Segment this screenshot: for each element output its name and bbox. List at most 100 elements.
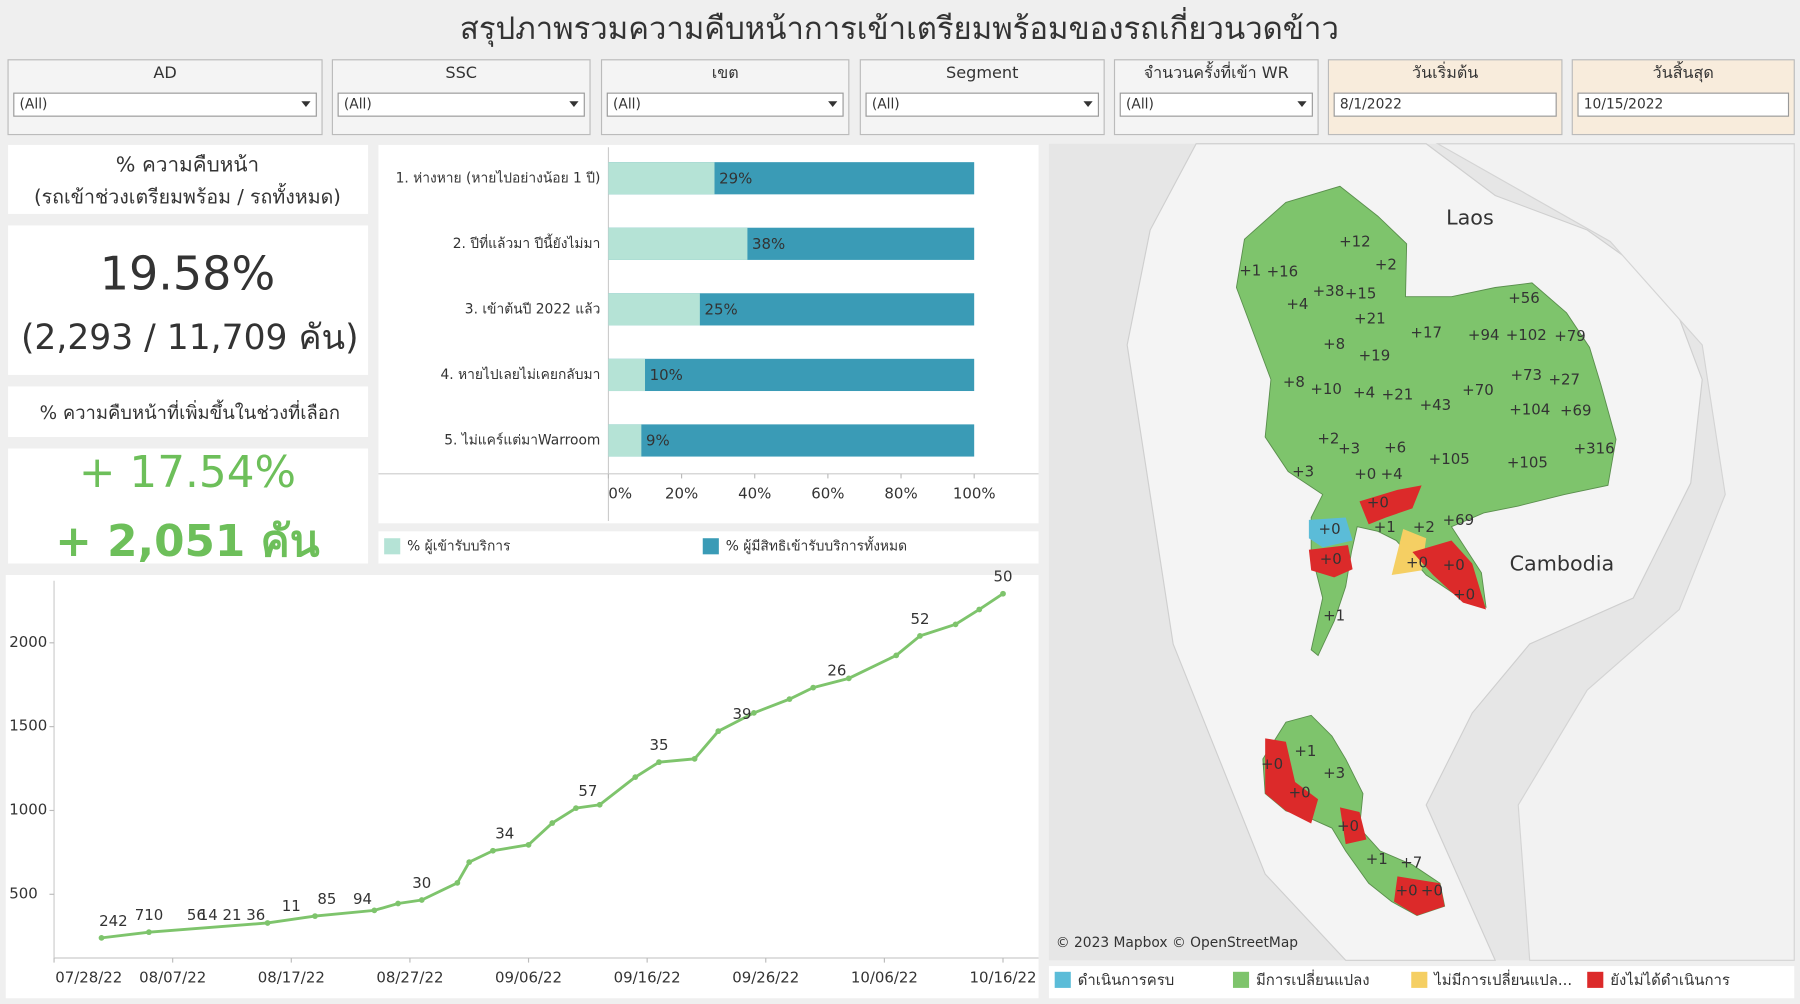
kpi-percent: 19.58% — [100, 247, 275, 301]
bar — [608, 162, 715, 195]
filter-value: (All) — [613, 97, 641, 113]
map-label: +0 — [1396, 881, 1418, 899]
point-label: 11 — [282, 897, 301, 915]
line-point — [395, 900, 401, 907]
point-label: 52 — [910, 610, 929, 628]
x-tick-label: 09/26/22 — [732, 969, 799, 987]
map-label: +15 — [1345, 284, 1377, 302]
filter-value: (All) — [872, 97, 900, 113]
point-label: 35 — [650, 736, 669, 754]
filter-input[interactable] — [1119, 92, 1313, 117]
map-label: +27 — [1548, 371, 1580, 389]
dropdown-arrow — [1083, 101, 1093, 107]
map-label: +70 — [1462, 381, 1494, 399]
map-label: +0 — [1406, 554, 1428, 572]
point-label: 34 — [495, 825, 514, 843]
x-tick-label: 09/06/22 — [495, 969, 562, 987]
line-point — [596, 801, 603, 808]
kpi-subheading: (รถเข้าช่วงเตรียมพร้อม / รถทั้งหมด) — [34, 182, 341, 208]
y-tick-label: 500 — [9, 884, 38, 902]
kpi-increase-percent: + 17.54% — [79, 447, 296, 498]
filter-value: 8/1/2022 — [1340, 97, 1402, 113]
map-region — [1359, 485, 1422, 525]
map-label: +0 — [1367, 494, 1389, 512]
map-label: +38 — [1313, 282, 1345, 300]
map-label: +8 — [1323, 335, 1345, 353]
x-tick-label: 10/16/22 — [969, 969, 1036, 987]
x-tick-label: 0% — [608, 485, 632, 503]
map-label: +0 — [1337, 817, 1359, 835]
map-label: +2 — [1317, 429, 1339, 447]
filter-input[interactable] — [337, 92, 585, 117]
point-label: 39 — [733, 705, 752, 723]
legend-label: มีการเปลี่ยนแปลง — [1256, 969, 1370, 989]
kpi-panel — [8, 448, 369, 564]
bar-value-label: 25% — [704, 301, 737, 319]
line-point — [525, 841, 532, 848]
map-region — [1308, 545, 1353, 578]
line-point — [952, 621, 959, 628]
map-label: +1 — [1239, 261, 1261, 279]
map-label: +0 — [1289, 784, 1311, 802]
filter-label: Segment — [946, 63, 1018, 82]
map-label: +0 — [1421, 881, 1443, 899]
filter-input[interactable] — [865, 92, 1099, 117]
point-label: 36 — [246, 906, 265, 924]
filter-label: SSC — [445, 63, 477, 82]
line-point — [466, 859, 473, 865]
bar — [608, 293, 700, 326]
y-tick-label: 1500 — [9, 717, 47, 735]
filter-input[interactable] — [606, 92, 844, 117]
map-label: +16 — [1267, 263, 1299, 281]
line-point — [146, 929, 152, 936]
legend-swatch — [384, 538, 401, 555]
filter-label: เขต — [712, 63, 739, 82]
map-label: +105 — [1507, 453, 1548, 471]
dropdown-arrow — [569, 101, 579, 107]
map-label: +19 — [1359, 347, 1391, 365]
map-label: +8 — [1283, 373, 1305, 391]
map-attribution: © 2023 Mapbox © OpenStreetMap — [1056, 935, 1298, 951]
map-label: +0 — [1261, 755, 1283, 773]
line-point — [573, 805, 579, 811]
kpi-counts: (2,293 / 11,709 คัน) — [21, 318, 359, 358]
filter-input[interactable] — [13, 92, 317, 117]
map-region — [1391, 529, 1427, 576]
x-tick-label: 40% — [738, 485, 771, 503]
x-tick-label: 10/06/22 — [851, 969, 918, 987]
legend-swatch — [1587, 971, 1604, 988]
dashboard-title: สรุปภาพรวมความคืบหน้าการเข้าเตรียมพร้อมข… — [460, 7, 1339, 48]
map-label: +6 — [1384, 439, 1406, 457]
line-panel — [5, 575, 1039, 999]
point-label: 26 — [827, 661, 846, 679]
legend-swatch — [1232, 971, 1250, 988]
map-label: +4 — [1381, 465, 1403, 483]
map-label: +69 — [1560, 402, 1592, 420]
category-label: 3. เข้าต้นปี 2022 แล้ว — [465, 301, 601, 317]
category-label: 5. ไม่แคร์แต่มาWarroom — [444, 431, 600, 448]
map-label: +69 — [1443, 511, 1475, 529]
map-label: +3 — [1338, 440, 1360, 458]
map-region — [1308, 517, 1353, 548]
map-label: +0 — [1320, 550, 1342, 568]
map-label: +73 — [1510, 366, 1542, 384]
line-point — [976, 606, 983, 613]
kpi-panel — [8, 144, 369, 214]
legend-label: ดำเนินการครบ — [1078, 971, 1175, 989]
filter-label: วันเริ่มต้น — [1412, 61, 1478, 82]
map-label: +2 — [1413, 518, 1435, 536]
filter-input[interactable] — [1333, 92, 1557, 117]
map-label: +0 — [1453, 586, 1475, 604]
line-point — [715, 728, 722, 735]
filter-value: (All) — [1126, 97, 1154, 113]
kpi-increase-count: + 2,051 คัน — [55, 516, 319, 567]
bar — [608, 227, 748, 260]
map-label: +17 — [1410, 324, 1442, 342]
point-label: 50 — [994, 568, 1013, 586]
map-label: +79 — [1554, 327, 1586, 345]
map-label: +10 — [1310, 380, 1342, 398]
filter-input[interactable] — [1577, 92, 1790, 117]
line-point — [845, 675, 852, 682]
